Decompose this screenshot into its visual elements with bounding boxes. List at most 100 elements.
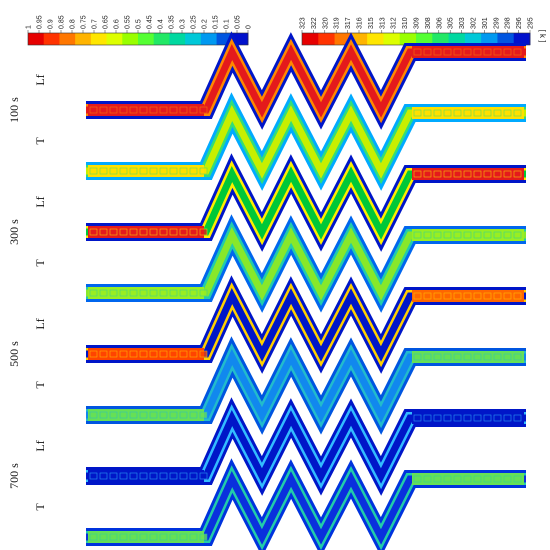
t-colorbar-swatch (448, 33, 466, 45)
melt-cell (89, 472, 98, 480)
melt-cell (483, 292, 492, 300)
melt-cell (159, 167, 168, 175)
melt-cell (473, 109, 482, 117)
lf-colorbar-tick-label: 0.6 (114, 19, 121, 29)
melt-cell (129, 228, 138, 236)
melt-cell (109, 289, 118, 297)
melt-cell (453, 414, 462, 422)
lf-colorbar-swatch (28, 33, 45, 45)
contour-row: T (33, 458, 526, 550)
melt-cell (169, 167, 178, 175)
melt-cell (169, 472, 178, 480)
contour-row: T (33, 214, 526, 313)
row-label: Lf (33, 196, 47, 207)
melt-cell (413, 414, 422, 422)
melt-cell (99, 411, 108, 419)
row-label: T (33, 381, 47, 389)
lf-colorbar-swatch (153, 33, 170, 45)
melt-cell (199, 472, 208, 480)
melt-cell (443, 292, 452, 300)
t-colorbar-tick-label: 315 (368, 17, 375, 29)
lf-colorbar-tick-label: 0.45 (147, 15, 154, 29)
melt-cell (493, 109, 502, 117)
t-colorbar-swatch (513, 33, 531, 45)
melt-cell (139, 289, 148, 297)
melt-cell (189, 289, 198, 297)
melt-cell (99, 350, 108, 358)
melt-cell (199, 289, 208, 297)
lf-colorbar-swatch (122, 33, 139, 45)
t-colorbar-swatch (318, 33, 335, 45)
channel-core (86, 165, 526, 240)
t-colorbar-swatch (481, 33, 498, 45)
t-colorbar-tick-label: 322 (311, 17, 318, 29)
contour-row: Lf (33, 275, 526, 374)
melt-cell (179, 472, 188, 480)
contour-row: T (33, 92, 526, 191)
lf-colorbar-swatch (59, 33, 76, 45)
t-colorbar-tick-label: 299 (493, 17, 500, 29)
t-colorbar-tick-label: 310 (402, 17, 409, 29)
melt-cell (453, 48, 462, 56)
channel-core (86, 287, 526, 362)
melt-cell (503, 475, 512, 483)
t-colorbar-tick-label: 303 (459, 17, 466, 29)
melt-cell (453, 109, 462, 117)
channel-core (86, 348, 526, 423)
melt-cell (199, 350, 208, 358)
melt-cell (513, 48, 522, 56)
row-label: Lf (33, 440, 47, 451)
lf-colorbar-tick-label: 0.25 (191, 15, 198, 29)
melt-cell (159, 106, 168, 114)
melt-cell (423, 353, 432, 361)
melt-cell (89, 228, 98, 236)
t-colorbar-tick-label: 305 (448, 17, 455, 29)
lf-colorbar-tick-label: 0 (246, 25, 253, 29)
melt-cell (473, 414, 482, 422)
t-colorbar-tick-label: 323 (300, 17, 307, 29)
melt-cell (433, 48, 442, 56)
lf-colorbar-tick-label: 0.35 (169, 15, 176, 29)
melt-cell (109, 167, 118, 175)
melt-cell (453, 170, 462, 178)
melt-cell (483, 48, 492, 56)
melt-cell (513, 292, 522, 300)
melt-cell (513, 170, 522, 178)
melt-cell (483, 109, 492, 117)
melt-cell (413, 475, 422, 483)
melt-cell (453, 353, 462, 361)
melt-cell (503, 48, 512, 56)
melt-cell (423, 231, 432, 239)
melt-cell (109, 533, 118, 541)
melt-cell (423, 292, 432, 300)
melt-cell (413, 231, 422, 239)
melt-cell (473, 170, 482, 178)
melt-cell (149, 106, 158, 114)
lf-colorbar-swatch (200, 33, 217, 45)
melt-cell (89, 289, 98, 297)
lf-colorbar-tick-label: 0.9 (48, 19, 55, 29)
melt-cell (413, 170, 422, 178)
melt-cell (99, 106, 108, 114)
melt-cell (443, 475, 452, 483)
melt-cell (189, 472, 198, 480)
melt-cell (169, 106, 178, 114)
row-label: T (33, 503, 47, 511)
t-colorbar-tick-label: 320 (322, 17, 329, 29)
melt-cell (129, 350, 138, 358)
melt-cell (463, 170, 472, 178)
melt-cell (483, 170, 492, 178)
melt-cell (503, 231, 512, 239)
melt-cell (179, 106, 188, 114)
melt-cell (453, 231, 462, 239)
melt-cell (483, 353, 492, 361)
melt-cell (89, 106, 98, 114)
t-colorbar-tick-label: 317 (345, 17, 352, 29)
melt-cell (129, 289, 138, 297)
melt-cell (423, 170, 432, 178)
t-colorbar-swatch (383, 33, 401, 45)
melt-cell (99, 167, 108, 175)
t-colorbar-tick-label: 301 (482, 17, 489, 29)
melt-cell (463, 48, 472, 56)
